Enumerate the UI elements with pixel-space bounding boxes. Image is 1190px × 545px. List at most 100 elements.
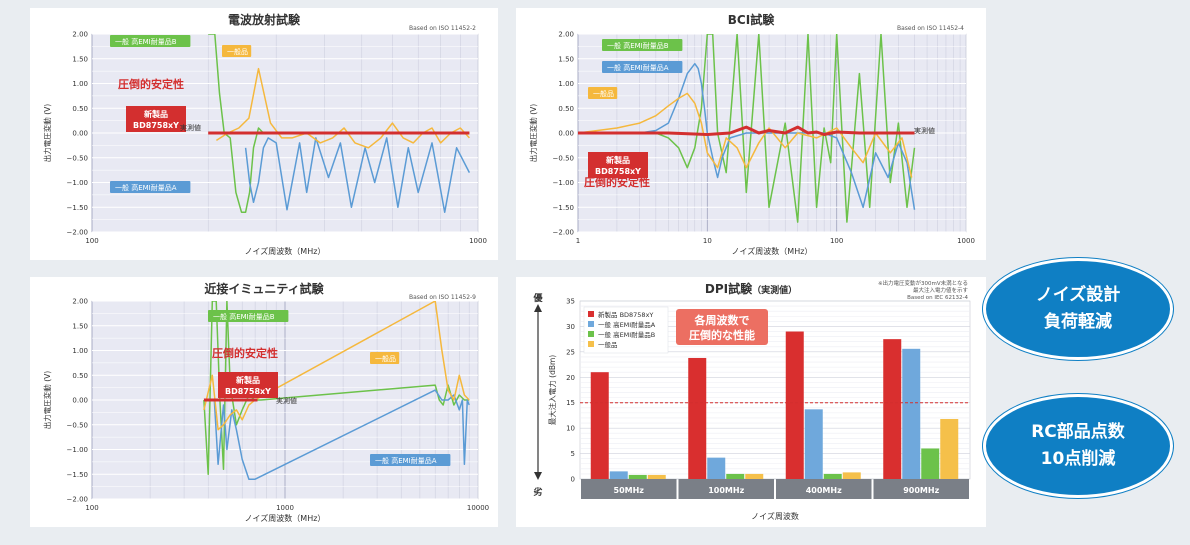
chart-panel-proximity: 近接イミュニティ試験 Based on ISO 11452-9 2.00 1.50 1.…	[30, 277, 498, 527]
legend-label: 一般 高EMI耐量品B	[115, 37, 177, 46]
legend-swatch	[588, 311, 594, 317]
callout-measured: 実測値	[914, 126, 935, 135]
callout-line: 各周波数で	[694, 313, 750, 327]
x-tick-label: 400MHz	[806, 486, 842, 495]
bar	[688, 357, 707, 479]
y-tick-label: −1.50	[67, 204, 88, 212]
bar	[823, 473, 842, 479]
chart-dpi: DPI試験（実測値） ※出力電圧変動が300mV未満となる最大注入電力値を示すBa…	[532, 279, 971, 521]
callout-product-line: 新製品	[606, 155, 630, 165]
bar	[590, 372, 609, 479]
x-tick-label: 10	[703, 237, 712, 245]
x-axis-label: ノイズ周波数（MHz）	[245, 513, 326, 523]
y-tick-label: 0.50	[72, 105, 88, 113]
badge-noise-design-line2: 負荷軽減	[1044, 312, 1112, 332]
x-axis-label: ノイズ周波数	[751, 511, 799, 521]
axis-bottom-label: 劣	[533, 486, 542, 498]
callout-stable: 圧倒的安定性	[584, 175, 650, 189]
bar	[745, 473, 764, 479]
bar	[647, 474, 666, 479]
chart-title: BCI試験	[728, 12, 775, 27]
bar	[726, 473, 745, 479]
y-tick-label: 0	[571, 476, 575, 484]
x-tick-label: 100	[830, 237, 843, 245]
series-line	[215, 67, 470, 149]
axis-top-label: 優	[532, 292, 543, 304]
y-tick-label: −1.00	[67, 446, 88, 454]
legend-label: 一般 高EMI耐量品A	[115, 183, 177, 192]
callout-product-line: 新製品	[144, 109, 168, 119]
bar	[785, 331, 804, 479]
y-tick-label: −1.50	[553, 204, 574, 212]
legend-label: 一般 高EMI耐量品A	[375, 456, 437, 465]
chart-proximity: 近接イミュニティ試験 Based on ISO 11452-9 2.00 1.50 1.…	[42, 281, 489, 523]
chart-bci: BCI試験 Based on ISO 11452-4 2.00 1.50 1.00 0.5…	[528, 12, 975, 256]
y-tick-label: 1.00	[72, 80, 88, 88]
x-tick-label: 10000	[467, 504, 489, 512]
callout-line: 圧倒的な性能	[689, 328, 755, 342]
y-tick-label: 20	[566, 374, 575, 382]
x-tick-label: 100MHz	[708, 486, 744, 495]
category-band	[581, 479, 677, 499]
y-tick-label: 5	[571, 450, 575, 458]
bar	[902, 348, 921, 479]
x-tick-label: 1000	[957, 237, 975, 245]
callout-product-box	[126, 106, 186, 132]
y-tick-label: 25	[566, 348, 575, 356]
callout-measured: 実測値	[276, 396, 297, 405]
bar	[842, 472, 861, 479]
chart-title: 近接イミュニティ試験	[204, 281, 324, 296]
callout-product-box	[588, 152, 648, 178]
bar	[921, 448, 940, 479]
x-tick-label: 1000	[276, 504, 294, 512]
y-tick-label: −2.00	[67, 496, 88, 504]
legend-label: 一般 高EMI耐量品A	[598, 320, 656, 329]
y-tick-label: 0.50	[558, 105, 574, 113]
legend-label-box	[588, 87, 618, 99]
y-tick-label: 2.00	[72, 31, 88, 39]
category-band	[776, 479, 872, 499]
y-tick-label: 1.50	[558, 55, 574, 63]
y-tick-label: 0.50	[72, 372, 88, 380]
bar	[609, 471, 628, 479]
x-tick-label: 1	[576, 237, 580, 245]
bar	[804, 409, 823, 479]
legend-label: 一般品	[227, 47, 248, 56]
y-tick-label: 35	[566, 298, 575, 306]
legend-label-box	[110, 181, 191, 193]
legend-swatch	[588, 341, 594, 347]
y-tick-label: 15	[566, 399, 575, 407]
y-tick-label: −0.50	[553, 154, 574, 162]
legend-label-box	[370, 352, 400, 364]
legend-swatch	[588, 321, 594, 327]
y-tick-label: −1.00	[553, 179, 574, 187]
legend-label-box	[370, 454, 451, 466]
legend-label: 一般品	[375, 354, 396, 363]
standard-note: Based on ISO 11452-9	[409, 294, 476, 301]
y-tick-label: −2.00	[67, 229, 88, 237]
badge-rc-parts: RC部品点数 10点削減	[983, 394, 1173, 498]
callout-box	[676, 309, 768, 345]
callout-product-line: 新製品	[236, 375, 260, 385]
standard-note: Based on ISO 11452-2	[409, 25, 476, 32]
chart-panel-dpi: DPI試験（実測値） ※出力電圧変動が300mV未満となる 最大注入電力値を示す Ba…	[516, 277, 986, 527]
y-tick-label: 1.00	[72, 347, 88, 355]
badge-noise-design: ノイズ設計 負荷軽減	[983, 258, 1173, 360]
legend-label: 一般 高EMI耐量品A	[607, 63, 669, 72]
x-tick-label: 100	[85, 504, 98, 512]
y-axis-label: 出力電圧変動 (V)	[528, 104, 538, 162]
x-axis-label: ノイズ周波数（MHz）	[245, 246, 326, 256]
chart-title: DPI試験（実測値）	[705, 281, 797, 296]
direction-arrow-up	[534, 304, 542, 312]
x-tick-label: 1000	[469, 237, 487, 245]
bar	[707, 457, 726, 479]
legend-label-box	[222, 45, 252, 57]
series-line	[578, 125, 915, 136]
x-tick-label: 50MHz	[614, 486, 645, 495]
y-tick-label: 2.00	[558, 31, 574, 39]
y-tick-label: 0.00	[558, 130, 574, 138]
bar	[628, 474, 647, 479]
series-line	[244, 137, 471, 213]
chart-panel-emission: 電波放射試験 Based on ISO 11452-2 2.00 1.50 1.00 0.…	[30, 8, 498, 260]
standard-note: Based on ISO 11452-4	[897, 25, 964, 32]
